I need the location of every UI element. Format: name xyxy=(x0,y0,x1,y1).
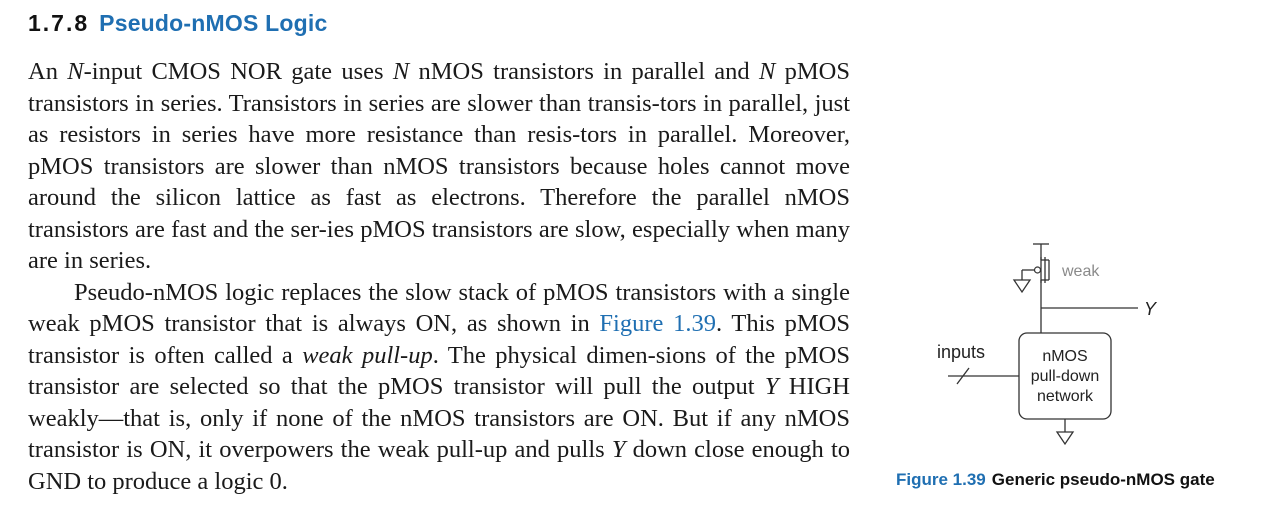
block-line-1: nMOS xyxy=(1042,348,1087,365)
block-line-3: network xyxy=(1037,388,1094,405)
weak-pmos-transistor xyxy=(1021,257,1050,283)
text-run: An xyxy=(28,58,68,85)
text-run: Pseudo-nMOS logic replaces the slow stac… xyxy=(28,278,850,338)
section-title: Pseudo-nMOS Logic xyxy=(99,10,328,36)
figure-caption: Figure 1.39 Generic pseudo-nMOS gate xyxy=(896,466,1236,493)
weak-label: weak xyxy=(1061,263,1100,280)
inputs-label: inputs xyxy=(937,342,985,362)
italic-term: Y xyxy=(611,436,626,463)
italic-term: weak pull-up xyxy=(302,341,433,369)
text-run: HIGH weakly—that is, only if none of the… xyxy=(28,373,850,463)
section-heading: 1.7.8 Pseudo-nMOS Logic xyxy=(28,10,327,37)
output-label: Y xyxy=(1144,299,1158,319)
ground-icon xyxy=(1055,431,1075,446)
caption-number: Figure 1.39 xyxy=(896,470,986,489)
caption-text: Generic pseudo-nMOS gate xyxy=(991,470,1215,489)
text-run: . The physical dimen-sions of the pMOS t… xyxy=(28,341,850,401)
text-run: nMOS transistors in parallel and xyxy=(409,58,759,85)
paragraph-1: An N-input CMOS NOR gate uses N nMOS tra… xyxy=(28,56,850,277)
text-run: . This pMOS transistor is often called a xyxy=(28,310,851,369)
block-line-2: pull-down xyxy=(1031,368,1099,385)
text-run: down close enough to GND to produce a lo… xyxy=(28,436,850,495)
text-run: pMOS transistors in series. Transistors … xyxy=(28,58,851,274)
bus-slash xyxy=(956,367,970,385)
body-text: An N-input CMOS NOR gate uses N nMOS tra… xyxy=(28,56,850,497)
section-number: 1.7.8 xyxy=(28,10,90,36)
figure-link[interactable]: Figure 1.39 xyxy=(599,310,716,337)
italic-term: N xyxy=(759,58,776,85)
italic-term: N xyxy=(392,58,410,85)
text-run: -input CMOS NOR gate uses xyxy=(83,58,393,85)
gate-ground-icon xyxy=(1012,279,1032,294)
paragraph-2: Pseudo-nMOS logic replaces the slow stac… xyxy=(28,277,850,498)
pseudo-nmos-gate-diagram: weak Y nMOS pull-down network inputs xyxy=(937,243,1158,446)
italic-term: Y xyxy=(764,373,779,400)
italic-term: N xyxy=(67,58,84,85)
